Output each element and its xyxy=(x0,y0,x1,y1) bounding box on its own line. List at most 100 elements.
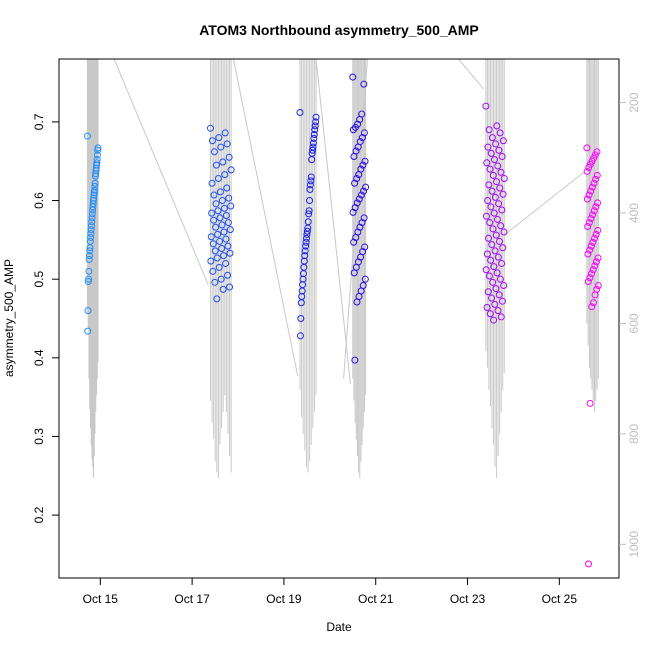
data-point xyxy=(492,140,500,148)
y-tick-label: 0.7 xyxy=(32,113,46,130)
data-point xyxy=(94,146,102,154)
data-point xyxy=(226,283,234,291)
data-point xyxy=(497,222,505,230)
data-point xyxy=(222,235,230,243)
data-point xyxy=(87,230,95,238)
data-point xyxy=(590,179,598,187)
data-point xyxy=(85,267,93,275)
data-point xyxy=(302,238,310,246)
data-point xyxy=(484,197,492,205)
data-point xyxy=(214,175,222,183)
data-point xyxy=(485,181,493,189)
data-point xyxy=(217,143,225,151)
data-point xyxy=(486,219,494,227)
data-point xyxy=(588,270,596,278)
data-point xyxy=(349,208,357,216)
data-point xyxy=(588,303,596,311)
data-point xyxy=(482,266,490,274)
data-point xyxy=(218,197,226,205)
data-point xyxy=(594,226,602,234)
data-point xyxy=(208,137,216,145)
data-point xyxy=(584,250,592,258)
data-point xyxy=(590,207,598,215)
data-point xyxy=(84,278,92,286)
data-point xyxy=(589,299,597,307)
data-point xyxy=(499,137,507,145)
data-point xyxy=(499,244,507,252)
data-point xyxy=(589,211,597,219)
data-point xyxy=(214,207,222,215)
data-point xyxy=(224,271,232,279)
data-point xyxy=(592,258,600,266)
y2-tick-label: 1000 xyxy=(627,531,641,558)
data-point xyxy=(296,108,304,116)
data-point xyxy=(94,144,102,152)
data-point xyxy=(88,218,96,226)
data-point xyxy=(221,171,229,179)
data-point xyxy=(490,209,498,217)
data-point xyxy=(493,122,501,130)
data-point xyxy=(591,234,599,242)
data-point xyxy=(491,300,499,308)
data-point xyxy=(493,215,501,223)
background-lines xyxy=(86,58,599,479)
data-point xyxy=(307,177,315,185)
data-point xyxy=(488,187,496,195)
data-point xyxy=(354,143,362,151)
data-point xyxy=(221,129,229,137)
data-point xyxy=(584,278,592,286)
data-point xyxy=(583,167,591,175)
data-point xyxy=(586,399,594,407)
data-point xyxy=(89,203,97,211)
data-point xyxy=(224,219,232,227)
data-point xyxy=(484,143,492,151)
data-point xyxy=(592,203,600,211)
data-point xyxy=(490,263,498,271)
data-point xyxy=(490,316,498,324)
data-point xyxy=(305,210,313,218)
data-point xyxy=(592,175,600,183)
data-point xyxy=(216,188,224,196)
data-point xyxy=(84,327,92,335)
data-point xyxy=(489,278,497,286)
data-point xyxy=(227,166,235,174)
data-point xyxy=(594,199,602,207)
data-point xyxy=(312,118,320,126)
data-point xyxy=(585,560,593,568)
data-point xyxy=(350,153,358,161)
data-point xyxy=(209,240,217,248)
data-point xyxy=(84,307,92,315)
connector-line xyxy=(315,58,351,385)
data-point xyxy=(586,246,594,254)
data-point xyxy=(88,214,96,222)
y-tick-label: 0.6 xyxy=(32,192,46,209)
data-point xyxy=(310,134,318,142)
data-point xyxy=(492,231,500,239)
data-point xyxy=(223,184,231,192)
data-point xyxy=(206,124,214,132)
data-point xyxy=(493,178,501,186)
plot-frame xyxy=(58,58,620,579)
data-point xyxy=(349,73,357,81)
data-point xyxy=(594,254,602,262)
data-point xyxy=(213,295,221,303)
data-point xyxy=(587,215,595,223)
data-point xyxy=(589,266,597,274)
data-point xyxy=(86,247,94,255)
data-point xyxy=(225,194,233,202)
data-point xyxy=(496,184,504,192)
data-point xyxy=(589,238,597,246)
data-point xyxy=(209,267,217,275)
data-point xyxy=(220,204,228,212)
data-point xyxy=(87,222,95,230)
data-point xyxy=(359,161,367,169)
data-point xyxy=(306,197,314,205)
data-point xyxy=(83,132,91,140)
data-point xyxy=(494,253,502,261)
data-point xyxy=(594,281,602,289)
data-point xyxy=(309,146,317,154)
data-point xyxy=(211,278,219,286)
data-point xyxy=(311,122,319,130)
data-point xyxy=(207,233,215,241)
